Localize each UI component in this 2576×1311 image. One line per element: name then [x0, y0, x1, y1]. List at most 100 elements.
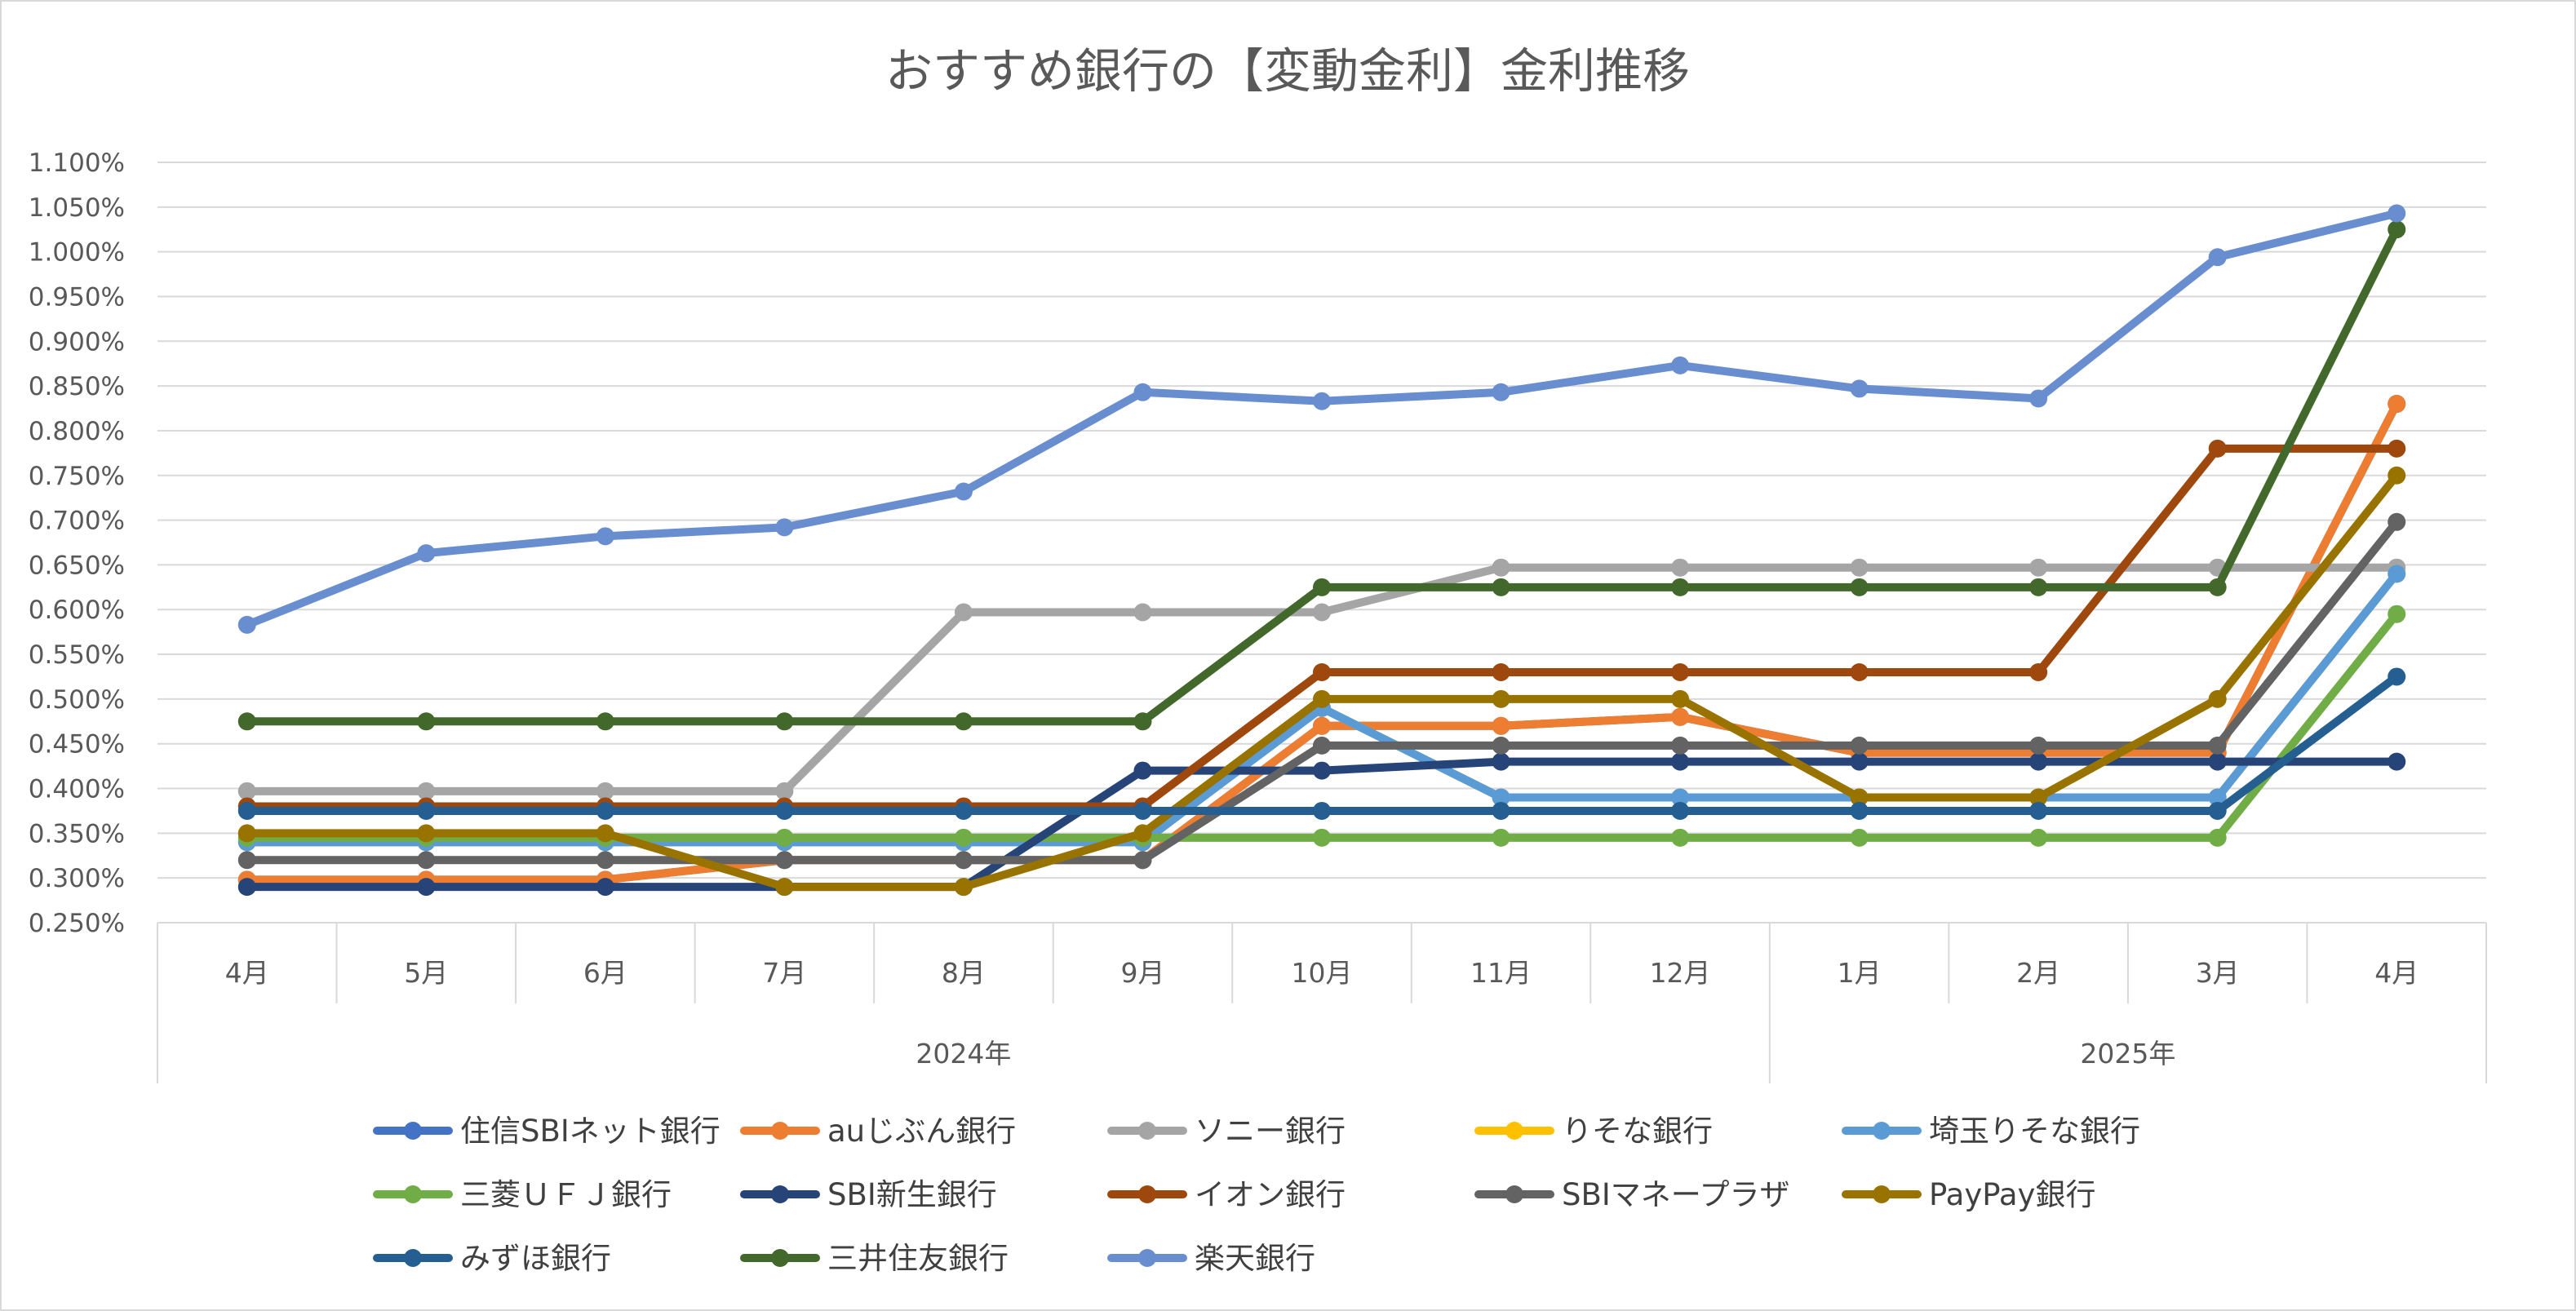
y-tick-label: 1.050% — [29, 193, 125, 223]
series — [237, 667, 2406, 820]
chart-title: おすすめ銀行の【変動金利】金利推移 — [885, 43, 1690, 99]
data-point — [1671, 736, 1690, 755]
data-point — [954, 603, 973, 622]
data-point — [2029, 752, 2048, 771]
data-point — [417, 824, 436, 843]
data-point — [1671, 689, 1690, 708]
legend-item[interactable]: auじぶん銀行 — [740, 1114, 1016, 1149]
legend-marker — [1138, 1249, 1156, 1267]
data-point — [1671, 578, 1690, 596]
data-point — [2029, 389, 2048, 408]
data-point — [2388, 466, 2406, 485]
data-point — [2388, 204, 2406, 223]
data-point — [2029, 801, 2048, 820]
legend-item[interactable]: 住信SBIネット銀行 — [373, 1114, 720, 1149]
data-point — [1671, 356, 1690, 374]
data-point — [775, 782, 794, 800]
legend-marker — [404, 1249, 422, 1267]
legend-marker — [1138, 1185, 1156, 1203]
data-point — [2029, 736, 2048, 755]
legend-item[interactable]: ソニー銀行 — [1107, 1114, 1346, 1149]
data-point — [1313, 578, 1331, 596]
data-point — [775, 851, 794, 870]
data-point — [237, 851, 256, 870]
data-point — [2388, 512, 2406, 531]
data-point — [2029, 662, 2048, 681]
data-point — [1133, 824, 1152, 843]
legend-item[interactable]: SBIマネープラザ — [1474, 1177, 1790, 1212]
data-point — [596, 527, 614, 546]
legend-marker — [1873, 1185, 1891, 1203]
data-point — [2208, 788, 2227, 807]
y-axis: 1.100% 1.050% 1.000% 0.950% 0.900% 0.850% 0.80… — [29, 148, 125, 938]
data-point — [2208, 736, 2227, 755]
legend-label: 埼玉りそな銀行 — [1929, 1114, 2140, 1149]
data-point — [2029, 578, 2048, 596]
legend-marker — [771, 1249, 789, 1267]
data-point — [237, 615, 256, 634]
data-point — [1850, 752, 1869, 771]
legend-label: 住信SBIネット銀行 — [460, 1114, 720, 1149]
data-point — [2029, 558, 2048, 577]
data-point — [954, 828, 973, 847]
x-tick-label: 10月 — [1292, 957, 1353, 989]
data-point — [1133, 712, 1152, 731]
legend-marker — [1873, 1122, 1891, 1140]
data-point — [1671, 558, 1690, 577]
data-point — [1850, 558, 1869, 577]
data-point — [1492, 752, 1510, 771]
data-point — [1492, 736, 1510, 755]
legend-item[interactable]: PayPay銀行 — [1842, 1177, 2095, 1212]
y-tick-label: 0.650% — [29, 551, 125, 580]
legend-item[interactable]: イオン銀行 — [1107, 1177, 1346, 1212]
data-point — [1313, 828, 1331, 847]
data-point — [1492, 662, 1510, 681]
legend-item[interactable]: SBI新生銀行 — [740, 1177, 997, 1212]
legend-marker — [771, 1122, 789, 1140]
data-point — [1313, 761, 1331, 780]
data-point — [237, 824, 256, 843]
data-point — [2388, 565, 2406, 583]
data-point — [1313, 736, 1331, 755]
data-point — [1313, 689, 1331, 708]
data-point — [417, 782, 436, 800]
legend-item[interactable]: りそな銀行 — [1474, 1114, 1713, 1149]
data-point — [1671, 801, 1690, 820]
data-point — [596, 851, 614, 870]
legend-item[interactable]: 楽天銀行 — [1107, 1241, 1315, 1276]
data-point — [237, 878, 256, 897]
legend-label: りそな銀行 — [1562, 1114, 1713, 1149]
x-tick-label: 6月 — [583, 957, 627, 989]
y-tick-label: 0.350% — [29, 819, 125, 848]
data-point — [1671, 707, 1690, 726]
data-point — [1492, 716, 1510, 735]
data-point — [2208, 828, 2227, 847]
x-tick-label: 11月 — [1470, 957, 1532, 989]
data-point — [237, 782, 256, 800]
y-tick-label: 0.800% — [29, 417, 125, 446]
data-point — [596, 712, 614, 731]
legend-item[interactable]: みずほ銀行 — [373, 1241, 611, 1276]
data-point — [1850, 662, 1869, 681]
data-point — [2208, 801, 2227, 820]
data-point — [417, 712, 436, 731]
data-point — [2029, 788, 2048, 807]
series-lines — [237, 204, 2406, 897]
y-tick-label: 1.100% — [29, 148, 125, 178]
data-point — [2208, 439, 2227, 458]
legend-label: 楽天銀行 — [1195, 1241, 1315, 1276]
data-point — [2388, 605, 2406, 623]
legend-label: auじぶん銀行 — [827, 1114, 1016, 1149]
legend-item[interactable]: 三菱ＵＦＪ銀行 — [373, 1177, 672, 1212]
legend-item[interactable]: 埼玉りそな銀行 — [1842, 1114, 2140, 1149]
data-point — [954, 482, 973, 501]
y-tick-label: 0.500% — [29, 685, 125, 715]
series — [237, 220, 2406, 731]
series — [237, 466, 2406, 897]
legend-item[interactable]: 三井住友銀行 — [740, 1241, 1009, 1276]
legend-label: 三井住友銀行 — [827, 1241, 1009, 1276]
data-point — [1133, 761, 1152, 780]
